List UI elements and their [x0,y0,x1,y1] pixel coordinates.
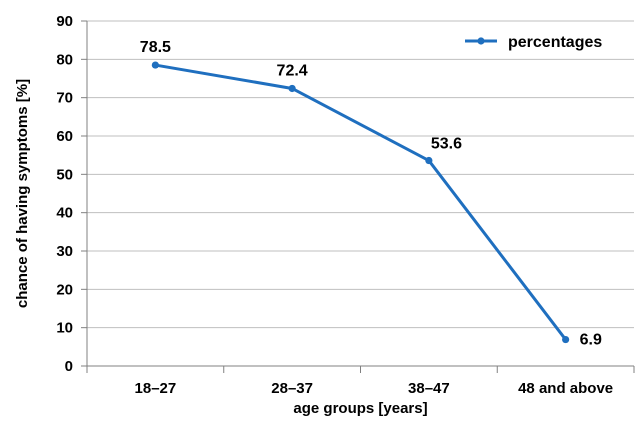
data-point [151,61,159,69]
legend: percentages [465,34,602,51]
y-tick-label: 0 [65,358,73,375]
gridlines [87,20,634,329]
y-tick-label: 20 [56,281,73,298]
data-label: 72.4 [277,62,308,79]
series-line [155,63,567,341]
data-label: 78.5 [140,39,171,56]
y-tick-label: 40 [56,205,73,222]
x-tick-label: 28–37 [271,380,313,397]
data-point [425,156,433,165]
data-labels: 78.5 72.4 53.6 6.9 [140,39,602,348]
series-percentages [151,61,570,344]
y-axis-title: chance of having symptoms [%] [14,79,31,308]
y-tick-label: 10 [56,320,73,337]
axes [86,21,634,367]
x-tick-label: 18–27 [135,380,177,397]
legend-label-percentages: percentages [508,34,602,51]
y-tick-label: 30 [56,243,73,260]
data-label: 53.6 [431,136,462,153]
y-tick-label: 90 [56,13,73,30]
legend-point-marker [477,37,485,45]
y-tick-label: 70 [56,90,73,107]
x-tick-label: 48 and above [518,380,613,397]
y-axis-ticks: 0 10 20 30 40 50 60 70 80 90 [56,13,87,375]
data-point [288,84,296,93]
y-tick-label: 50 [56,166,73,183]
data-label: 6.9 [580,332,602,349]
x-axis-ticks: 18–27 28–37 38–47 48 and above [86,366,635,397]
y-tick-label: 60 [56,128,73,145]
y-tick-label: 80 [56,51,73,68]
data-point [562,335,570,344]
x-tick-label: 38–47 [408,380,450,397]
x-axis-title: age groups [years] [293,400,427,417]
